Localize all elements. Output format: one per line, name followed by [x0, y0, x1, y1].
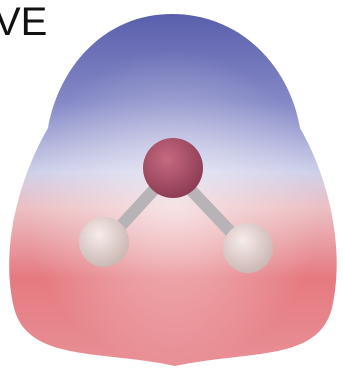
hydrogen-atom	[79, 217, 129, 267]
page: {"label": "VE"} VE (() => { const data =…	[0, 0, 343, 376]
hydrogen-atom	[223, 223, 273, 273]
potential-map	[0, 0, 343, 376]
caption-fragment: VE	[0, 2, 47, 42]
oxygen-atom	[143, 138, 203, 198]
